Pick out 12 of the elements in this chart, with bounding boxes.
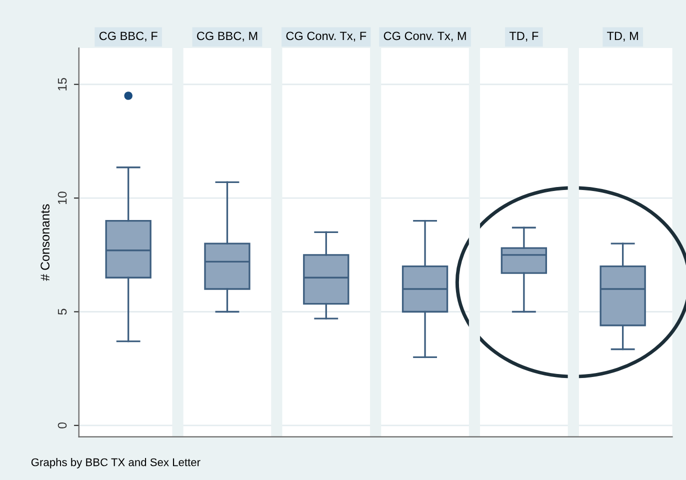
y-tick-label: 5 — [58, 308, 67, 315]
y-tick-label: 0 — [58, 422, 67, 428]
y-tick-label: 15 — [58, 78, 67, 90]
y-tick-label: 10 — [58, 192, 67, 204]
text: Graphs by BBC TX and Sex Letter — [31, 458, 200, 468]
y-axis-title: # Consonants — [40, 204, 50, 281]
x-tick-label: CG BBC, M — [197, 32, 258, 42]
x-tick-label: TD, F — [509, 32, 538, 42]
x-tick-label: CG BBC, F — [99, 32, 158, 42]
x-tick-label: CG Conv. Tx, M — [384, 32, 466, 42]
x-tick-label: TD, M — [607, 32, 638, 42]
x-tick-label: CG Conv. Tx, F — [286, 32, 366, 42]
